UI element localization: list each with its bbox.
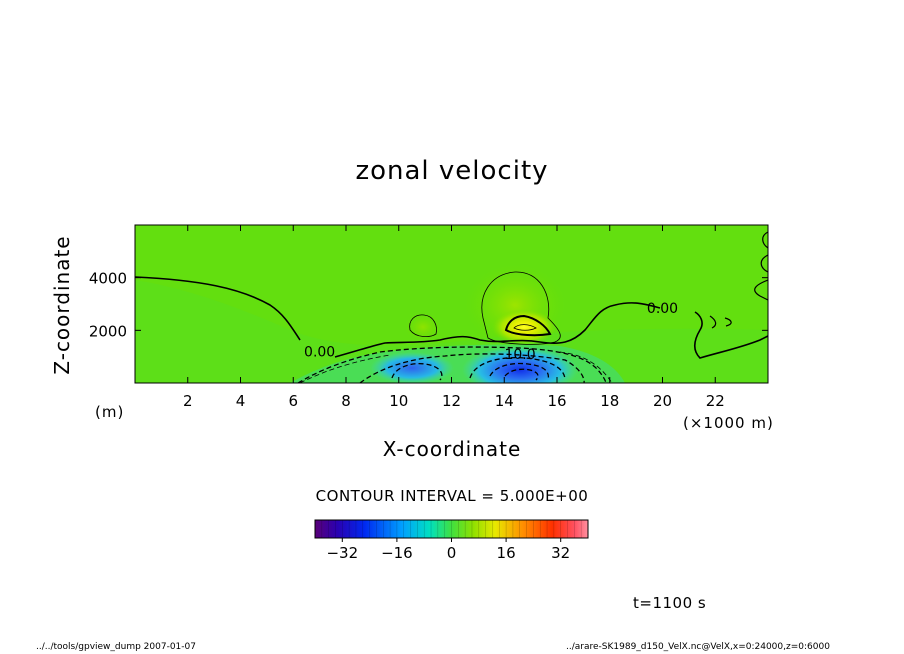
y-tick-label: 2000 — [89, 322, 127, 340]
negative-core-secondary — [370, 352, 454, 383]
contour-minus10 — [359, 353, 585, 383]
contour-minus15-right — [469, 356, 566, 381]
contour-outer-dashed — [299, 351, 613, 383]
colorbar-tick-label: 32 — [551, 544, 570, 562]
contour-minus20 — [489, 362, 550, 381]
colorbar-tick-label: 16 — [497, 544, 516, 562]
chart-title: zonal velocity — [355, 156, 549, 186]
x-tick-label: 8 — [341, 392, 351, 410]
contour-plus5-small-cell — [409, 314, 437, 338]
x-tick-label: 6 — [288, 392, 298, 410]
negative-dashed-contours — [297, 346, 613, 383]
colorbar-tick-label: 0 — [447, 544, 457, 562]
zero-contour-left — [135, 276, 301, 341]
contour-label: 10.0 — [504, 347, 535, 363]
contour-minus15-left — [391, 362, 443, 381]
x-tick-label: 10 — [389, 392, 408, 410]
x-tick-label: 18 — [600, 392, 619, 410]
contour-label: 0.00 — [304, 344, 335, 360]
zero-contour-right — [693, 311, 768, 359]
x-tick-label: 20 — [653, 392, 672, 410]
x-tick-label: 12 — [442, 392, 461, 410]
x-axis-unit: (×1000 m) — [683, 414, 774, 432]
positive-jet-core — [492, 309, 556, 345]
x-tick-label: 16 — [547, 392, 566, 410]
field-upper-zone — [135, 225, 768, 346]
x-tick-label: 22 — [706, 392, 725, 410]
footer-left: ../../tools/gpview_dump 2007-01-07 — [36, 642, 196, 652]
x-tick-label: 2 — [183, 392, 193, 410]
time-label: t=1100 s — [633, 594, 707, 612]
x-tick-label: 4 — [236, 392, 246, 410]
zero-contour-main — [334, 302, 661, 358]
contour-plus10-jet — [504, 314, 552, 337]
y-axis: 2000 4000 — [89, 270, 768, 340]
contour-plus15-jet — [513, 324, 537, 331]
contour-label: 0.00 — [647, 301, 678, 317]
colorbar-tick-label: −32 — [326, 544, 358, 562]
y-axis-label: Z-coordinate — [50, 235, 74, 375]
x-axis: 2 4 6 8 10 12 14 16 18 20 22 — [183, 225, 725, 410]
y-axis-unit: (m) — [95, 403, 125, 421]
x-tick-label: 14 — [495, 392, 514, 410]
colorbar-tick-label: −16 — [381, 544, 413, 562]
contour-interval-label: CONTOUR INTERVAL = 5.000E+00 — [315, 487, 589, 505]
y-tick-label: 4000 — [89, 270, 127, 288]
contour-plus5-jet — [481, 271, 561, 345]
contour-labels: 0.00 0.00 10.0 — [304, 301, 678, 363]
zero-contour-ripples — [709, 231, 768, 329]
footer-right: ../arare-SK1989_d150_VelX.nc@VelX,x=0:24… — [566, 642, 830, 652]
contour-lines — [135, 231, 768, 383]
x-axis-label: X-coordinate — [382, 437, 522, 461]
colorbar-ticks: −32 −16 0 16 32 — [326, 538, 570, 562]
colorbar-segments — [321, 520, 582, 538]
contour-minus5 — [297, 346, 607, 383]
contour-minus25 — [504, 368, 539, 381]
